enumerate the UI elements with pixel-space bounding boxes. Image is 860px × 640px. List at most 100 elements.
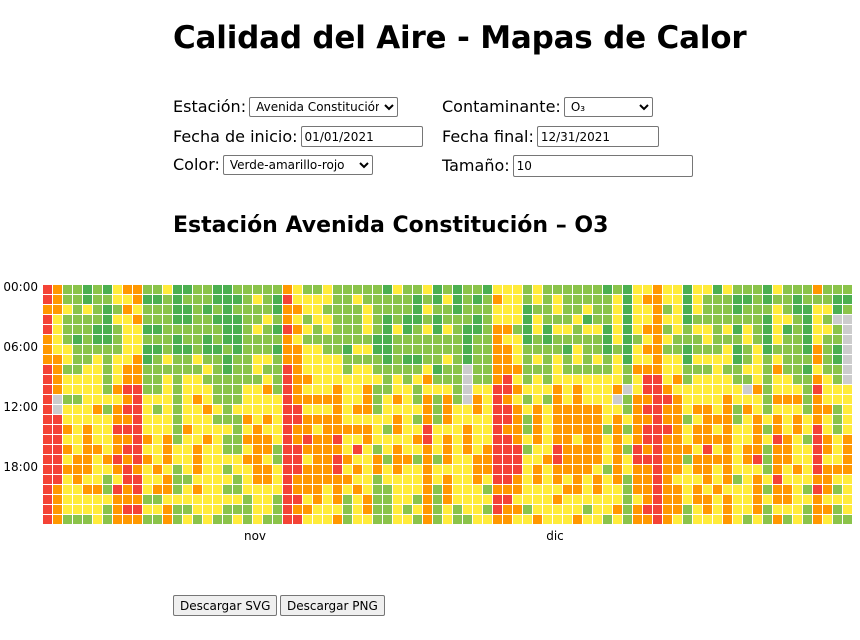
heatmap-cell: [233, 395, 242, 404]
heatmap-cell: [433, 305, 442, 314]
heatmap-cell: [773, 345, 782, 354]
heatmap-cell: [493, 505, 502, 514]
heatmap-cell: [303, 335, 312, 344]
heatmap-cell: [153, 455, 162, 464]
download-svg-button[interactable]: Descargar SVG: [173, 595, 278, 616]
heatmap-cell: [433, 485, 442, 494]
heatmap-cell: [293, 315, 302, 324]
heatmap-cell: [343, 415, 352, 424]
heatmap-cell: [453, 295, 462, 304]
heatmap-cell: [443, 345, 452, 354]
heatmap-cell: [703, 345, 712, 354]
heatmap-cell: [503, 465, 512, 474]
heatmap-cell: [253, 305, 262, 314]
heatmap-cell: [473, 365, 482, 374]
heatmap-cell: [213, 335, 222, 344]
heatmap-cell: [583, 425, 592, 434]
heatmap-cell: [213, 345, 222, 354]
heatmap-cell: [423, 285, 432, 294]
heatmap-cell: [473, 505, 482, 514]
heatmap-cell: [63, 465, 72, 474]
heatmap-cell: [293, 285, 302, 294]
size-input[interactable]: [512, 155, 693, 177]
heatmap-cell: [373, 445, 382, 454]
heatmap-cell: [703, 445, 712, 454]
heatmap-cell: [113, 515, 122, 524]
heatmap-cell: [603, 445, 612, 454]
heatmap-cell: [43, 435, 52, 444]
heatmap-cell: [333, 395, 342, 404]
heatmap-cell: [753, 315, 762, 324]
heatmap-cell: [373, 315, 382, 324]
heatmap-cell: [133, 295, 142, 304]
heatmap-cell: [623, 405, 632, 414]
heatmap-cell: [833, 305, 842, 314]
heatmap-cell: [713, 425, 722, 434]
download-png-button[interactable]: Descargar PNG: [280, 595, 385, 616]
heatmap-cell: [43, 305, 52, 314]
heatmap-cell: [723, 495, 732, 504]
heatmap-cell: [703, 285, 712, 294]
heatmap-cell: [203, 465, 212, 474]
heatmap-cell: [333, 365, 342, 374]
heatmap-cell: [693, 465, 702, 474]
heatmap-cell: [763, 445, 772, 454]
heatmap-cell: [553, 385, 562, 394]
color-select[interactable]: Verde-amarillo-rojo: [222, 155, 373, 175]
heatmap-cell: [583, 385, 592, 394]
heatmap-cell: [193, 455, 202, 464]
heatmap-cell: [553, 345, 562, 354]
heatmap-cell: [123, 335, 132, 344]
heatmap-cell: [423, 395, 432, 404]
heatmap-cell: [303, 485, 312, 494]
heatmap-cell: [553, 415, 562, 424]
heatmap-cell: [823, 325, 832, 334]
pollutant-select[interactable]: O₃: [563, 97, 653, 117]
heatmap-cell: [313, 435, 322, 444]
station-select[interactable]: Avenida Constitución: [249, 97, 399, 117]
heatmap-cell: [323, 465, 332, 474]
heatmap-cell: [683, 465, 692, 474]
heatmap-cell: [243, 285, 252, 294]
heatmap-cell: [283, 475, 292, 484]
heatmap-cell: [643, 425, 652, 434]
heatmap-cell: [613, 515, 622, 524]
heatmap-cell: [83, 505, 92, 514]
heatmap-cell: [313, 475, 322, 484]
heatmap-cell: [103, 375, 112, 384]
heatmap-cell: [643, 315, 652, 324]
heatmap-cell: [173, 495, 182, 504]
heatmap-cell: [503, 495, 512, 504]
heatmap-cell: [573, 405, 582, 414]
heatmap-cell: [303, 395, 312, 404]
heatmap-cell: [673, 405, 682, 414]
heatmap-cell: [123, 295, 132, 304]
heatmap-cell: [673, 515, 682, 524]
heatmap-cell: [293, 465, 302, 474]
heatmap-cell: [723, 315, 732, 324]
heatmap-cell: [93, 375, 102, 384]
heatmap-cell: [393, 355, 402, 364]
heatmap-cell: [63, 335, 72, 344]
start-date-label: Fecha de inicio:: [173, 126, 298, 146]
heatmap-cell: [713, 435, 722, 444]
start-date-input[interactable]: [300, 126, 423, 147]
heatmap-cell: [213, 325, 222, 334]
heatmap-cell: [413, 455, 422, 464]
heatmap-cell: [603, 405, 612, 414]
heatmap-cell: [283, 395, 292, 404]
heatmap-cell: [343, 295, 352, 304]
heatmap-cell: [153, 345, 162, 354]
heatmap-cell: [803, 415, 812, 424]
heatmap-cell: [503, 335, 512, 344]
end-date-input[interactable]: [536, 126, 659, 147]
heatmap-cell: [713, 445, 722, 454]
heatmap-cell: [393, 315, 402, 324]
heatmap-cell: [843, 385, 852, 394]
heatmap-cell: [193, 495, 202, 504]
heatmap-cell: [753, 465, 762, 474]
heatmap-cell: [73, 445, 82, 454]
heatmap-cell: [753, 335, 762, 344]
heatmap-cell: [463, 315, 472, 324]
size-control: Tamaño:: [442, 155, 693, 177]
